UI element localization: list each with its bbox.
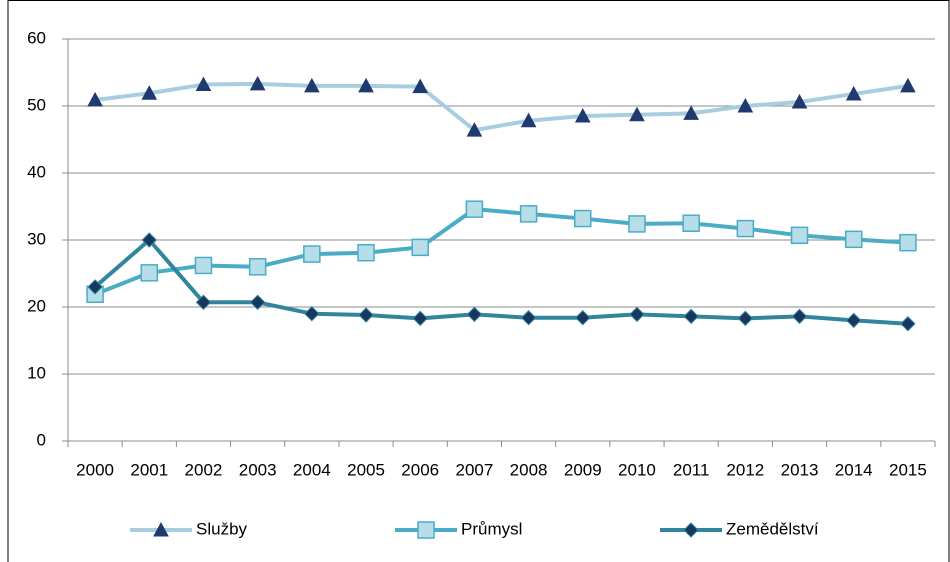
y-tick-label: 0 [37,430,46,449]
x-tick-label: 2004 [293,460,331,479]
data-point [358,307,374,323]
x-tick-label: 2000 [76,460,114,479]
y-tick-label: 30 [27,229,46,248]
data-point [304,305,320,322]
legend-label: Průmysl [461,519,522,538]
series-line [93,238,909,326]
data-point [791,308,808,325]
data-point [629,106,645,122]
x-tick-label: 2013 [781,460,819,479]
data-point [358,77,374,93]
data-point [411,238,429,257]
x-tick-label: 2001 [130,460,168,479]
x-tick-label: 2011 [673,460,710,479]
data-point [520,112,537,128]
data-point [846,312,862,329]
x-tick-label: 2012 [726,460,764,479]
data-point [736,219,755,238]
x-tick-label: 2002 [185,460,223,479]
data-point [412,78,429,94]
data-point [249,75,266,91]
data-point [466,306,483,323]
data-point [900,77,916,93]
chart-frame [7,0,950,562]
data-point [194,256,213,275]
data-point [900,316,916,332]
y-tick-label: 20 [27,296,46,315]
data-point [140,264,159,282]
data-point [737,97,754,113]
data-point [520,310,537,326]
data-point [248,258,267,276]
data-point [249,294,266,311]
y-tick-label: 10 [27,363,46,382]
series-line [94,207,909,297]
x-tick-label: 2005 [347,460,385,479]
y-tick-label: 60 [27,28,46,47]
legend-marker [683,522,699,538]
data-point [682,214,700,232]
data-point [519,205,538,223]
data-point [87,91,103,107]
x-tick-label: 2008 [510,460,548,479]
legend-label: Zemědělství [726,519,819,538]
legend-label: Služby [196,519,248,538]
data-point [466,122,483,137]
legend-marker [417,521,435,539]
x-tick-label: 2006 [401,460,439,479]
x-tick-label: 2009 [564,460,602,479]
data-point [575,310,591,326]
series-line [94,81,909,133]
legend-marker [153,521,169,537]
y-tick-label: 50 [27,95,46,114]
x-tick-label: 2003 [239,460,277,479]
data-point [412,310,428,327]
data-point [195,294,212,311]
data-point [683,105,699,120]
data-point [465,200,484,218]
data-point [628,215,646,233]
data-point [629,306,645,323]
data-point [845,85,862,101]
x-tick-label: 2015 [889,460,927,479]
data-point [899,233,917,252]
data-point [844,230,863,249]
x-tick-label: 2014 [835,460,873,479]
x-tick-label: 2010 [618,460,656,479]
data-point [790,226,809,245]
data-point [195,76,212,92]
y-tick-label: 40 [27,162,46,181]
data-point [357,243,375,262]
data-point [683,308,699,325]
data-point [304,77,320,93]
data-point [87,279,103,295]
data-point [574,209,592,228]
data-point [141,232,157,248]
x-tick-label: 2007 [455,460,493,479]
data-point [791,93,808,109]
data-point [141,85,158,100]
data-point [303,245,321,263]
data-point [737,310,754,327]
data-point [574,107,591,123]
